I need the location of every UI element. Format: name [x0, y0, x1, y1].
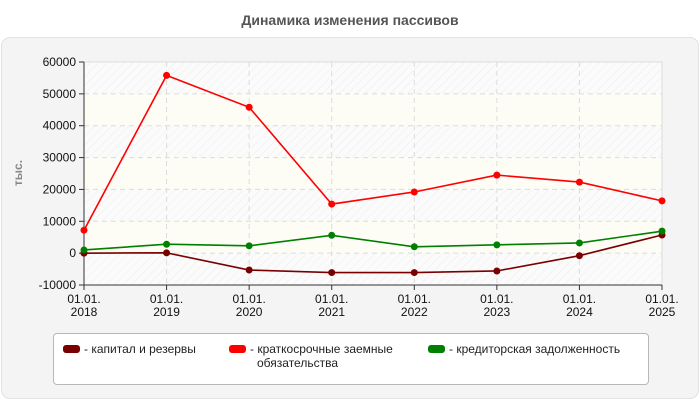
axes: 6000050000400003000020000100000-1000001.… [39, 55, 679, 319]
svg-text:01.01.: 01.01. [645, 292, 678, 306]
svg-text:10000: 10000 [43, 214, 77, 228]
svg-text:2018: 2018 [71, 305, 98, 319]
svg-text:-10000: -10000 [39, 278, 77, 292]
svg-text:01.01.: 01.01. [563, 292, 596, 306]
legend-item-capital: - капитал и резервы [63, 342, 196, 356]
legend-swatch-capital [63, 345, 80, 353]
svg-text:2022: 2022 [401, 305, 428, 319]
legend-swatch-payables [428, 345, 445, 353]
legend-swatch-short-term-loans [229, 345, 246, 353]
svg-text:01.01.: 01.01. [150, 292, 183, 306]
svg-text:30000: 30000 [43, 151, 77, 165]
chart-title: Динамика изменения пассивов [241, 12, 459, 28]
svg-text:40000: 40000 [43, 119, 77, 133]
svg-text:01.01.: 01.01. [232, 292, 265, 306]
series-2 [80, 227, 666, 254]
svg-text:01.01.: 01.01. [480, 292, 513, 306]
legend-item-short-term-loans: - краткосрочные заемные обязательства [229, 342, 393, 370]
y-axis-label: тыс. [11, 160, 25, 186]
svg-text:01.01.: 01.01. [398, 292, 431, 306]
svg-text:2025: 2025 [649, 305, 676, 319]
svg-text:60000: 60000 [43, 55, 77, 69]
svg-text:2024: 2024 [566, 305, 593, 319]
legend-item-payables: - кредиторская задолженность [428, 342, 620, 356]
plot-area [83, 61, 663, 286]
svg-text:20000: 20000 [43, 182, 77, 196]
legend: - капитал и резервы - краткосрочные заем… [53, 333, 649, 385]
series-0 [80, 231, 666, 277]
svg-text:50000: 50000 [43, 87, 77, 101]
svg-text:01.01.: 01.01. [67, 292, 100, 306]
series-lines [80, 71, 666, 277]
svg-text:2023: 2023 [484, 305, 511, 319]
svg-text:2020: 2020 [236, 305, 263, 319]
series-1 [80, 71, 666, 234]
svg-text:2019: 2019 [153, 305, 180, 319]
legend-label: - краткосрочные заемные обязательства [250, 342, 393, 370]
svg-text:0: 0 [69, 246, 76, 260]
legend-label: - капитал и резервы [84, 342, 196, 356]
legend-label: - кредиторская задолженность [449, 342, 621, 356]
svg-text:2021: 2021 [318, 305, 345, 319]
svg-text:01.01.: 01.01. [315, 292, 348, 306]
